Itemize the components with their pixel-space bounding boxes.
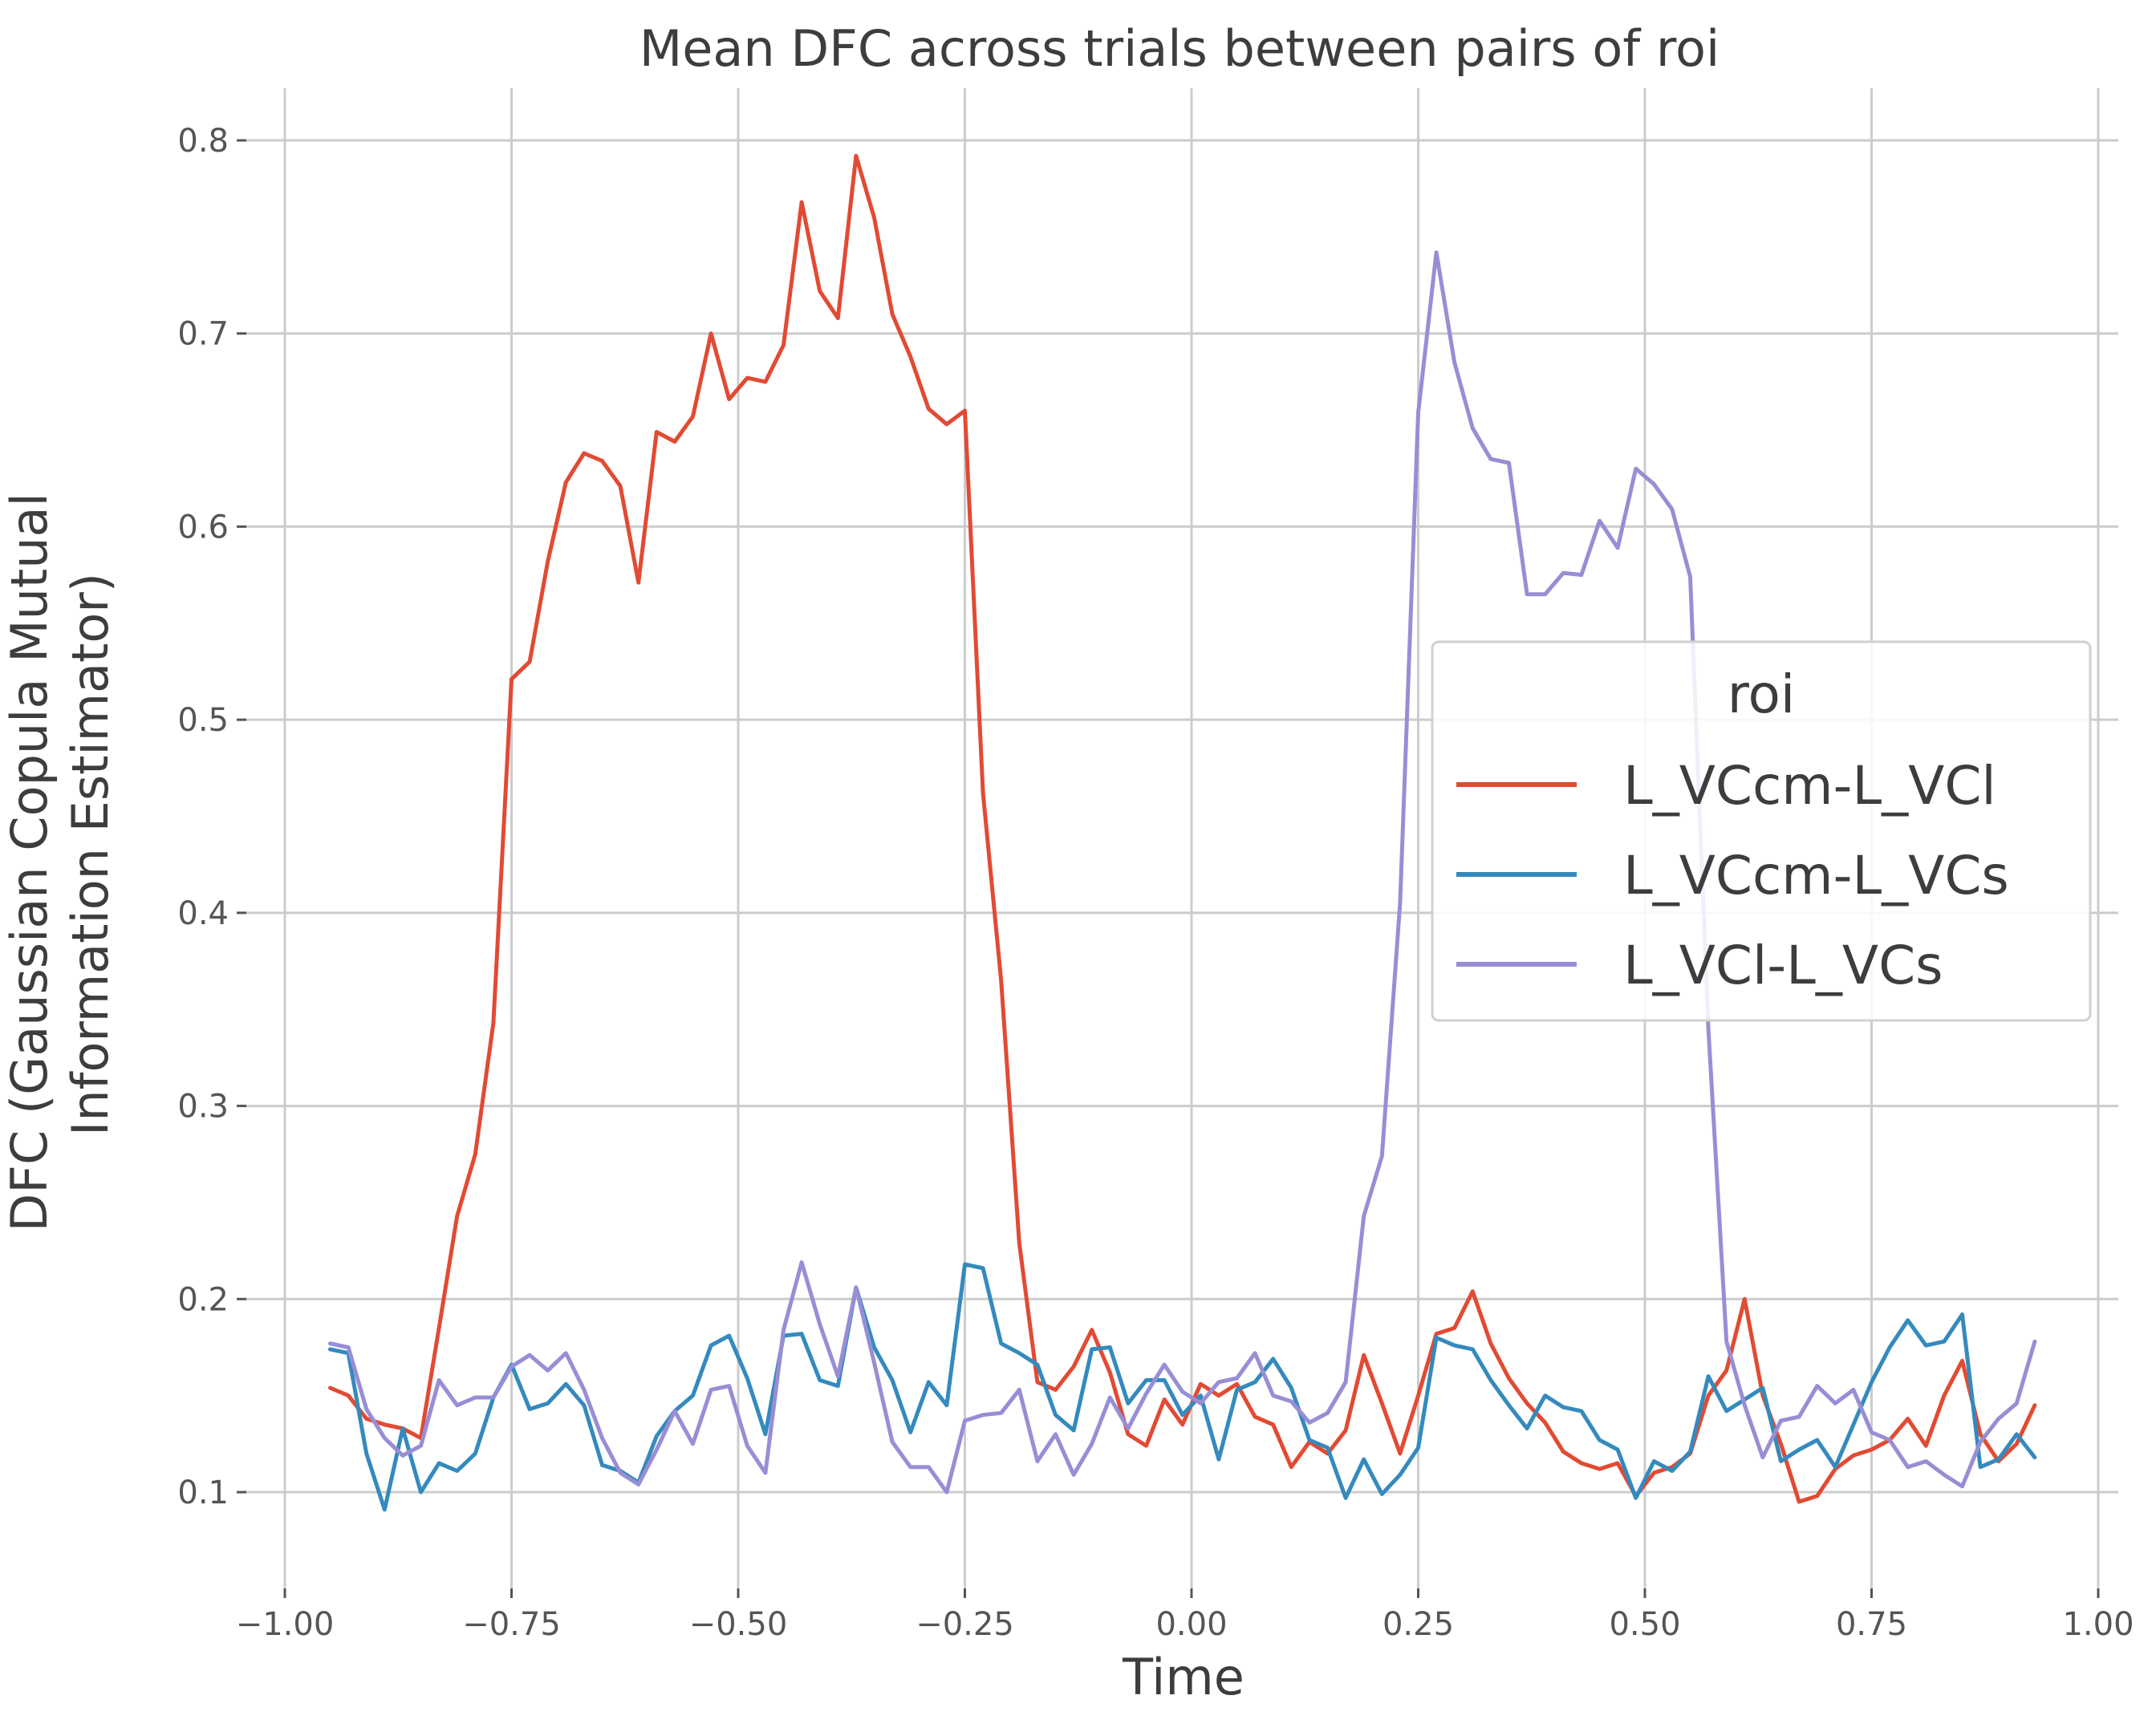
y-tick-label: 0.6 [177,509,229,546]
x-axis: −1.00 −0.75 −0.50 −0.25 0.00 0.25 0.50 0.75 1.00 [236,1588,2134,1643]
x-axis-label: Time [1122,1648,1244,1706]
x-tick-label: 0.00 [1155,1606,1227,1643]
x-tick-label: −0.75 [462,1606,561,1643]
series-line-1 [328,153,2037,1504]
legend-label-3: L_VCl-L_VCs [1623,935,1943,996]
y-tick-label: 0.4 [177,895,229,932]
series-line-3 [328,250,2037,1495]
series-line-2 [328,1262,2037,1512]
x-tick-label: 1.00 [2062,1606,2134,1643]
y-axis-label-line-2: Information Estimator) [61,573,120,1136]
y-tick-label: 0.7 [177,316,229,353]
legend-label-1: L_VCcm-L_VCl [1623,755,1996,817]
legend-frame [1431,640,2092,1022]
chart-title: Mean DFC across trials between pairs of … [639,19,1720,78]
x-tick-label: 0.75 [1836,1606,1907,1643]
legend-title: roi [1728,663,1795,725]
y-axis-label-line-1: DFC (Gaussian Copula Mutual [0,493,59,1231]
y-tick-label: 0.2 [177,1281,229,1318]
x-tick-label: −1.00 [236,1606,335,1643]
y-axis-label: DFC (Gaussian Copula Mutual Information … [0,477,120,1232]
legend: roi L_VCcm-L_VCl L_VCcm-L_VCs L_VCl-L_VCs [1431,640,2092,1022]
y-tick-label: 0.5 [177,702,229,739]
x-tick-label: −0.50 [689,1606,788,1643]
x-tick-label: 0.50 [1609,1606,1680,1643]
x-tick-label: −0.25 [916,1606,1014,1643]
y-tick-label: 0.8 [177,123,229,160]
y-axis: 0.1 0.2 0.3 0.4 0.5 0.6 0.7 0.8 [177,123,246,1511]
y-tick-label: 0.1 [177,1475,229,1511]
series-lines [328,153,2037,1512]
x-tick-label: 0.25 [1383,1606,1454,1643]
legend-label-2: L_VCcm-L_VCs [1623,845,2009,907]
y-tick-label: 0.3 [177,1089,229,1126]
